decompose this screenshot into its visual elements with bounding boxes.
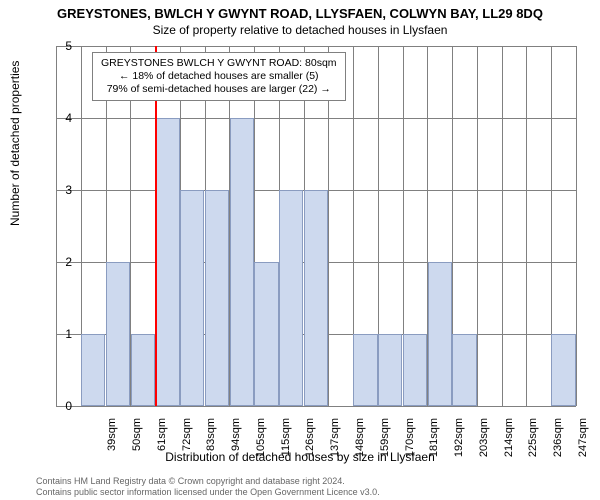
legend-line: 79% of semi-detached houses are larger (… <box>101 83 337 96</box>
histogram-bar <box>428 262 452 406</box>
x-tick-label: 105sqm <box>255 418 267 464</box>
gridline-vertical <box>502 46 503 406</box>
histogram-bar <box>180 190 204 406</box>
x-tick-label: 83sqm <box>205 418 217 464</box>
histogram-bar <box>279 190 303 406</box>
x-tick-label: 39sqm <box>106 418 118 464</box>
histogram-bar <box>131 334 155 406</box>
x-tick-label: 203sqm <box>478 418 490 464</box>
histogram-bar <box>403 334 427 406</box>
gridline-vertical <box>576 46 577 406</box>
x-tick-label: 72sqm <box>181 418 193 464</box>
histogram-bar <box>254 262 278 406</box>
histogram-bar <box>551 334 575 406</box>
y-tick-label: 4 <box>58 111 72 125</box>
x-tick-label: 247sqm <box>577 418 589 464</box>
x-tick-label: 236sqm <box>552 418 564 464</box>
x-tick-label: 94sqm <box>230 418 242 464</box>
histogram-bar <box>304 190 328 406</box>
chart-title-sub: Size of property relative to detached ho… <box>0 21 600 37</box>
x-tick-label: 181sqm <box>428 418 440 464</box>
histogram-bar <box>230 118 254 406</box>
x-tick-label: 137sqm <box>329 418 341 464</box>
x-tick-label: 126sqm <box>304 418 316 464</box>
histogram-bar <box>378 334 402 406</box>
x-tick-label: 225sqm <box>527 418 539 464</box>
y-tick-label: 3 <box>58 183 72 197</box>
x-tick-label: 50sqm <box>131 418 143 464</box>
y-tick-label: 5 <box>58 39 72 53</box>
attribution-footer: Contains HM Land Registry data © Crown c… <box>36 476 380 498</box>
footer-line-1: Contains HM Land Registry data © Crown c… <box>36 476 380 487</box>
gridline-vertical <box>526 46 527 406</box>
gridline-vertical <box>56 46 57 406</box>
footer-line-2: Contains public sector information licen… <box>36 487 380 498</box>
plot-inner: GREYSTONES BWLCH Y GWYNT ROAD: 80sqm← 18… <box>56 46 576 406</box>
x-tick-label: 170sqm <box>404 418 416 464</box>
legend-line: GREYSTONES BWLCH Y GWYNT ROAD: 80sqm <box>101 57 337 70</box>
histogram-bar <box>81 334 105 406</box>
x-tick-label: 192sqm <box>453 418 465 464</box>
histogram-bar <box>452 334 476 406</box>
y-tick-label: 1 <box>58 327 72 341</box>
x-tick-label: 148sqm <box>354 418 366 464</box>
histogram-bar <box>353 334 377 406</box>
legend-box: GREYSTONES BWLCH Y GWYNT ROAD: 80sqm← 18… <box>92 52 346 101</box>
legend-line: ← 18% of detached houses are smaller (5) <box>101 70 337 83</box>
x-tick-label: 214sqm <box>503 418 515 464</box>
chart-title-main: GREYSTONES, BWLCH Y GWYNT ROAD, LLYSFAEN… <box>0 0 600 21</box>
gridline-horizontal <box>56 46 576 47</box>
histogram-bar <box>106 262 130 406</box>
chart-plot-area: GREYSTONES BWLCH Y GWYNT ROAD: 80sqm← 18… <box>56 46 576 406</box>
y-axis-label: Number of detached properties <box>8 61 22 226</box>
gridline-vertical <box>477 46 478 406</box>
x-tick-label: 61sqm <box>156 418 168 464</box>
x-tick-label: 159sqm <box>379 418 391 464</box>
gridline-horizontal <box>56 406 576 407</box>
x-tick-label: 115sqm <box>280 418 292 464</box>
gridline-horizontal <box>56 118 576 119</box>
histogram-bar <box>155 118 179 406</box>
y-tick-label: 2 <box>58 255 72 269</box>
histogram-bar <box>205 190 229 406</box>
y-tick-label: 0 <box>58 399 72 413</box>
